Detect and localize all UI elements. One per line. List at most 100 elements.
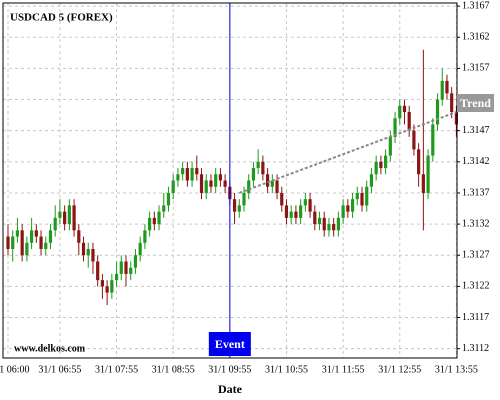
y-tick-label: 1.3142 bbox=[462, 156, 490, 167]
candle-body bbox=[25, 242, 29, 256]
candle-body bbox=[251, 168, 256, 181]
candle-body bbox=[426, 155, 430, 193]
candle-body bbox=[39, 236, 43, 250]
y-tick-label: 1.3162 bbox=[462, 32, 490, 43]
y-tick-label: 1.3132 bbox=[462, 218, 490, 229]
candle-body bbox=[317, 217, 322, 225]
candle-body bbox=[58, 211, 62, 218]
candle-body bbox=[6, 236, 10, 250]
candle-body bbox=[204, 180, 208, 193]
candle-body bbox=[275, 180, 279, 193]
candle-body bbox=[440, 80, 444, 100]
candle-body bbox=[110, 280, 114, 293]
candle-body bbox=[100, 280, 104, 287]
x-tick-label: 31/1 06:55 bbox=[38, 364, 81, 375]
x-tick-label: 31/1 11:55 bbox=[322, 364, 365, 375]
y-tick-label: 1.3117 bbox=[462, 312, 489, 323]
candle-body bbox=[214, 174, 218, 187]
candle-body bbox=[72, 205, 76, 231]
candle-body bbox=[247, 180, 251, 193]
candle-body bbox=[199, 174, 204, 193]
marks: 1.3112 1.3117 1.3122 1.3127 1.3132 1.3137 1.31… bbox=[0, 0, 490, 375]
candle-body bbox=[44, 242, 48, 250]
x-tick-label: 31/1 12:55 bbox=[378, 364, 421, 375]
candle-body bbox=[421, 174, 425, 193]
candle-body bbox=[223, 180, 227, 187]
y-tick-label: 1.3127 bbox=[462, 250, 490, 261]
candle-body bbox=[237, 205, 241, 212]
candle-body bbox=[166, 192, 171, 206]
chart-title: USDCAD 5 (FOREX) bbox=[10, 12, 113, 24]
candle-body bbox=[332, 224, 336, 231]
overlays: Trend Event bbox=[208, 3, 494, 358]
candle-body bbox=[114, 273, 119, 281]
candle-body bbox=[185, 168, 189, 181]
candle-body bbox=[445, 80, 449, 94]
y-tick-label: 1.3147 bbox=[462, 125, 490, 136]
candle-body bbox=[91, 249, 95, 262]
candle-body bbox=[232, 199, 237, 212]
candle-body bbox=[393, 118, 397, 137]
candle-body bbox=[360, 192, 364, 206]
candle-body bbox=[299, 205, 303, 218]
candle-body bbox=[48, 230, 53, 243]
x-tick-label: 31/1 07:55 bbox=[95, 364, 138, 375]
trend-label: Trend bbox=[460, 96, 491, 110]
x-tick-label: 31/1 09:55 bbox=[208, 364, 251, 375]
candle-body bbox=[30, 230, 34, 243]
x-tick-label: 31/1 06:00 bbox=[0, 364, 30, 375]
candle-body bbox=[171, 180, 175, 193]
candle-body bbox=[388, 136, 392, 156]
candle-body bbox=[379, 161, 383, 169]
candle-body bbox=[119, 261, 123, 274]
candle-body bbox=[280, 192, 284, 206]
candle-body bbox=[256, 161, 260, 169]
candle-body bbox=[20, 230, 24, 256]
candle-body bbox=[148, 217, 152, 231]
candle-body bbox=[435, 99, 440, 125]
x-tick-label: 31/1 10:55 bbox=[265, 364, 308, 375]
candle-body bbox=[176, 174, 180, 181]
y-tick-label: 1.3112 bbox=[462, 343, 489, 354]
candle-body bbox=[195, 168, 199, 175]
candle-body bbox=[365, 186, 369, 206]
candle-body bbox=[407, 111, 411, 131]
grid bbox=[3, 3, 460, 358]
y-tick-label: 1.3157 bbox=[462, 63, 490, 74]
candle-body bbox=[327, 224, 331, 231]
candle-body bbox=[218, 174, 222, 181]
candle-body bbox=[63, 211, 67, 225]
candle-body bbox=[336, 217, 340, 231]
candle-body bbox=[81, 242, 86, 256]
y-tick-label: 1.3167 bbox=[462, 0, 490, 11]
candle-body bbox=[450, 93, 454, 112]
candle-body bbox=[308, 199, 312, 212]
candle-body bbox=[162, 205, 166, 212]
event-label-box bbox=[208, 332, 251, 356]
candle-body bbox=[384, 155, 388, 169]
candle-body bbox=[143, 230, 147, 243]
x-tick-label: 31/1 08:55 bbox=[152, 364, 195, 375]
x-axis-label: Date bbox=[218, 382, 243, 396]
event-label: Event bbox=[215, 337, 245, 351]
x-tick-label: 31/1 13:55 bbox=[435, 364, 478, 375]
candle-body bbox=[355, 192, 359, 200]
candle-body bbox=[11, 236, 15, 250]
candle-body bbox=[77, 230, 81, 243]
candle-body bbox=[190, 168, 194, 181]
candle-body bbox=[157, 211, 161, 225]
candle-body bbox=[454, 111, 458, 125]
candle-body bbox=[242, 192, 246, 206]
trend-label-box bbox=[457, 94, 494, 112]
y-tick-label: 1.3137 bbox=[462, 187, 490, 198]
candle-body bbox=[402, 105, 407, 112]
candle-body bbox=[350, 199, 355, 212]
candle-body bbox=[369, 174, 374, 187]
candle-body bbox=[398, 105, 402, 119]
candle-body bbox=[346, 205, 350, 212]
candle-body bbox=[266, 174, 270, 187]
candle-body bbox=[270, 180, 274, 187]
candle-body bbox=[313, 211, 317, 225]
candle-body bbox=[96, 261, 100, 281]
